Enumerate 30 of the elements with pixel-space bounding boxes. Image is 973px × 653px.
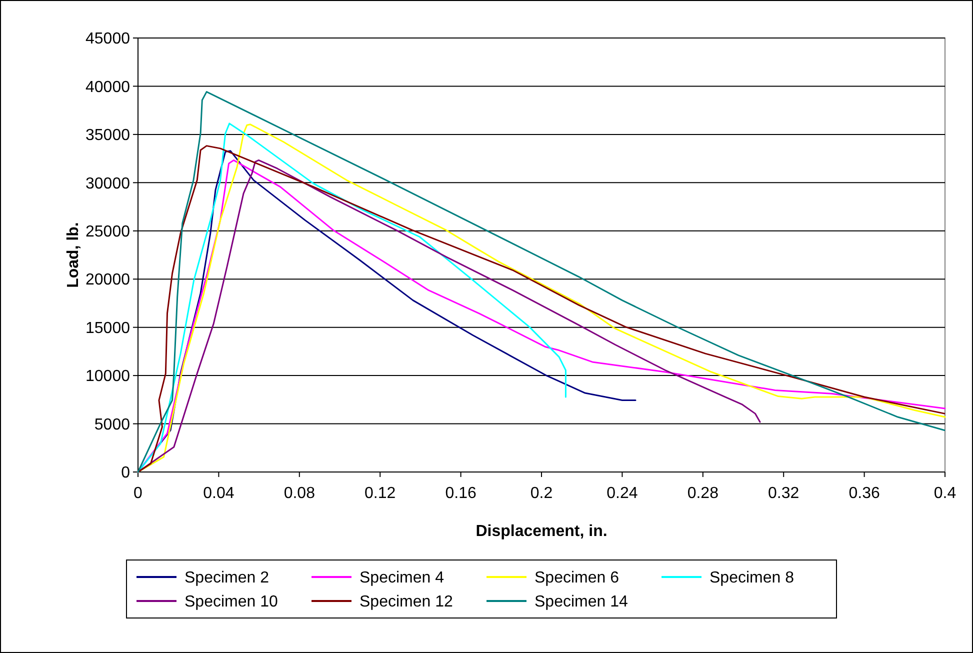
x-tick-label: 0.4 [934,485,956,502]
y-tick-label: 10000 [86,368,130,386]
legend-label: Specimen 12 [360,594,453,611]
x-tick-label: 0.08 [284,485,316,502]
x-tick-label: 0.04 [203,485,234,502]
x-tick-label: 0.16 [445,485,476,502]
x-tick-label: 0.12 [364,485,396,502]
legend-label: Specimen 14 [534,594,628,611]
y-tick-label: 30000 [86,175,130,192]
y-tick-label: 20000 [86,272,130,289]
x-tick-label: 0.2 [530,485,553,502]
y-axis-title: Load, lb. [65,222,82,288]
y-tick-label: 0 [121,464,130,482]
legend-label: Specimen 10 [184,594,278,611]
y-tick-label: 5000 [94,416,130,434]
legend-label: Specimen 2 [184,570,270,587]
x-tick-label: 0.36 [848,485,880,502]
legend-label: Specimen 6 [534,570,620,587]
y-tick-label: 35000 [86,127,130,144]
x-tick-label: 0.28 [687,485,719,502]
y-tick-label: 25000 [86,223,130,240]
legend-label: Specimen 4 [360,570,444,587]
x-tick-label: 0 [134,485,143,502]
y-tick-label: 40000 [86,78,130,96]
legend-label: Specimen 8 [710,570,794,587]
y-tick-label: 15000 [86,320,130,337]
x-tick-label: 0.24 [606,485,638,502]
x-axis-title: Displacement, in. [476,523,608,540]
y-tick-label: 45000 [86,30,130,48]
x-tick-label: 0.32 [768,485,800,502]
